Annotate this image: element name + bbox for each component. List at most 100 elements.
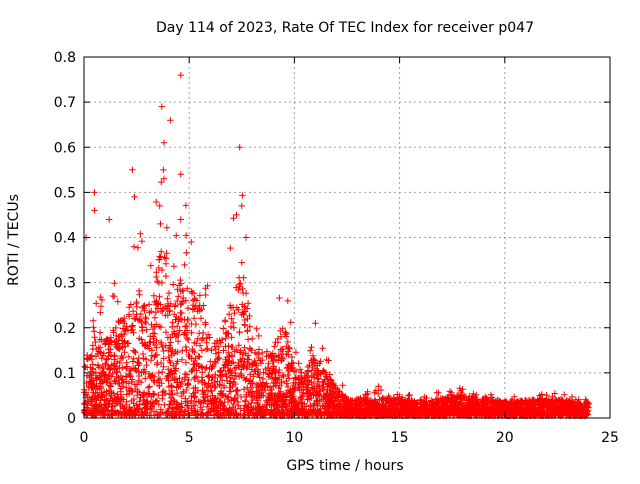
data-point (212, 359, 220, 367)
data-point (307, 402, 314, 409)
data-point (295, 360, 302, 367)
data-point (205, 380, 212, 387)
data-point (371, 408, 378, 416)
data-point (111, 353, 118, 360)
data-point (182, 343, 189, 351)
data-point (198, 347, 205, 354)
data-point (326, 371, 333, 378)
data-point (129, 358, 137, 365)
data-point (185, 351, 192, 359)
data-point (126, 304, 133, 311)
data-point (414, 399, 421, 406)
data-point (212, 350, 220, 357)
data-point (146, 373, 154, 380)
data-point (139, 327, 146, 334)
data-point (296, 366, 304, 373)
data-point (211, 343, 218, 350)
data-point (246, 345, 254, 353)
data-point (118, 395, 125, 403)
chart-title: Day 114 of 2023, Rate Of TEC Index for r… (156, 20, 534, 36)
data-point (170, 263, 178, 270)
data-point (181, 376, 188, 383)
data-point (255, 332, 262, 340)
data-point (172, 365, 179, 372)
data-point (400, 398, 408, 406)
data-point (171, 303, 178, 310)
data-point (106, 382, 114, 389)
data-point (147, 262, 154, 269)
data-point (105, 338, 112, 345)
data-point (301, 374, 308, 381)
data-point (112, 365, 120, 372)
x-tick-label: 25 (601, 430, 619, 446)
data-point (327, 392, 334, 400)
data-point (185, 336, 192, 344)
data-point (143, 361, 150, 369)
data-point (88, 368, 95, 375)
data-point (259, 411, 267, 419)
data-point (327, 376, 334, 383)
data-point (106, 349, 113, 356)
data-point (222, 318, 229, 325)
data-point (184, 316, 191, 323)
data-point (130, 355, 137, 362)
data-point (162, 255, 170, 262)
data-point (394, 402, 401, 410)
data-point (508, 400, 515, 408)
data-point (289, 364, 296, 371)
data-point (97, 293, 104, 301)
data-point (191, 374, 198, 381)
data-point (217, 367, 224, 375)
data-point (497, 399, 504, 406)
data-point (91, 189, 98, 196)
data-point (473, 391, 480, 399)
data-point (153, 198, 160, 206)
data-point (203, 346, 210, 353)
data-point (241, 322, 249, 329)
data-point (254, 366, 261, 373)
data-point (432, 404, 439, 411)
data-point (269, 358, 276, 365)
data-point (233, 364, 240, 371)
data-point (271, 393, 278, 400)
data-point (340, 396, 347, 404)
data-point (320, 378, 328, 385)
data-point (168, 368, 175, 376)
data-point (208, 365, 215, 372)
data-point (409, 398, 416, 405)
data-point (162, 272, 170, 280)
data-point (331, 382, 339, 389)
data-point (313, 410, 320, 418)
data-point (120, 318, 127, 325)
data-point (135, 362, 142, 369)
data-point (119, 403, 126, 411)
data-point (220, 325, 227, 332)
data-point (561, 402, 568, 409)
data-point (204, 331, 212, 338)
data-point (235, 359, 242, 367)
data-point (317, 358, 324, 365)
data-point (189, 345, 196, 353)
data-point (308, 344, 315, 351)
data-point (136, 398, 143, 405)
data-point (473, 411, 481, 418)
data-point (153, 337, 160, 344)
data-point (160, 387, 168, 395)
data-point (556, 411, 563, 418)
data-point (401, 409, 408, 416)
data-point (166, 344, 174, 351)
data-point (349, 407, 356, 415)
data-point (245, 404, 252, 411)
data-point (276, 294, 283, 302)
data-point (511, 393, 518, 400)
data-point (148, 352, 155, 359)
data-point (249, 361, 256, 368)
data-point (142, 313, 149, 321)
data-point (250, 404, 257, 412)
point-layer (80, 71, 593, 419)
data-point (287, 319, 294, 326)
data-point (420, 401, 427, 408)
data-point (178, 356, 186, 363)
data-point (264, 364, 272, 372)
data-point (232, 387, 240, 394)
